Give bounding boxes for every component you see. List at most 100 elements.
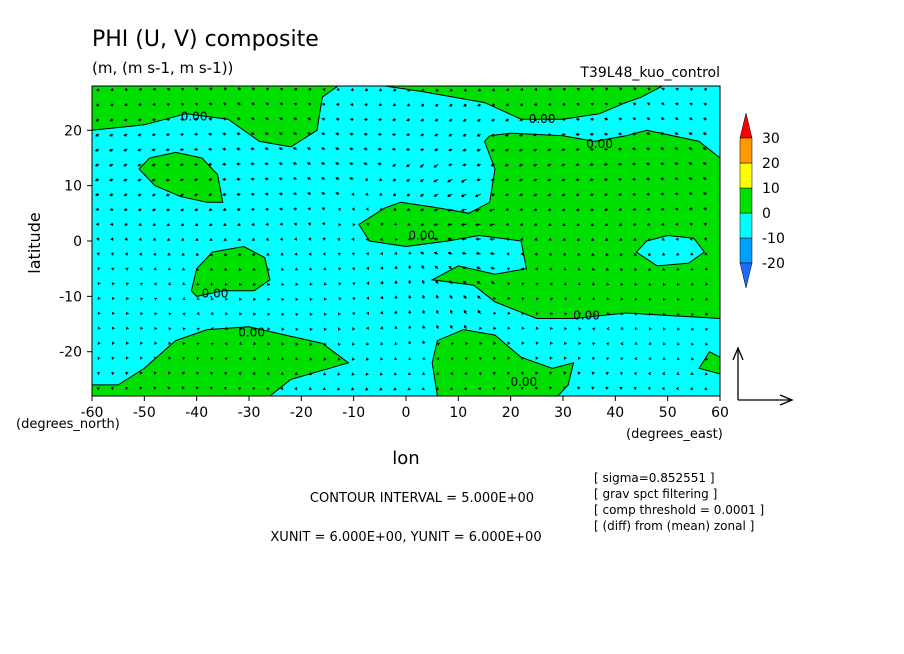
- wind-vector: [308, 267, 313, 271]
- wind-vector: [435, 279, 439, 285]
- wind-vector: [647, 386, 651, 391]
- wind-vector: [589, 193, 594, 197]
- wind-vector: [250, 207, 255, 211]
- wind-vector: [181, 386, 185, 390]
- wind-vector: [547, 208, 552, 212]
- wind-vector: [306, 147, 312, 151]
- wind-vector: [564, 341, 568, 346]
- wind-vector: [549, 371, 553, 375]
- wind-vector: [236, 177, 241, 181]
- wind-vector: [532, 163, 538, 167]
- wind-vector: [477, 103, 481, 107]
- wind-vector: [535, 371, 539, 375]
- wind-vector: [464, 372, 468, 376]
- wind-vector: [223, 253, 228, 257]
- wind-vector: [649, 327, 652, 331]
- wind-vector: [436, 309, 439, 315]
- colorbar-segment: [739, 212, 753, 239]
- wind-vector: [154, 326, 158, 331]
- x-tick-label: 60: [711, 405, 729, 421]
- wind-vector: [180, 87, 185, 91]
- wind-vector: [578, 342, 582, 346]
- wind-vector: [447, 222, 453, 227]
- wind-vector: [518, 193, 524, 197]
- wind-vector: [281, 357, 285, 361]
- y-axis-label: latitude: [25, 212, 44, 273]
- wind-vector: [661, 87, 665, 91]
- wind-vector: [266, 356, 270, 360]
- wind-vector: [196, 267, 200, 271]
- contour-label-layer: 0.00 0.00 0.00 0.00 0.00 0.00 0.00 0.00: [181, 109, 613, 389]
- wind-vector: [507, 311, 511, 315]
- wind-vector: [266, 371, 270, 376]
- wind-vector: [562, 386, 567, 390]
- wind-vector: [661, 386, 665, 391]
- wind-vector: [252, 267, 256, 272]
- wind-vector: [547, 102, 552, 107]
- wind-vector: [309, 327, 313, 332]
- wind-vector: [278, 177, 283, 181]
- wind-vector: [477, 88, 481, 92]
- wind-vector: [295, 312, 299, 317]
- wind-vector: [534, 87, 538, 92]
- wind-vector: [421, 88, 425, 92]
- x-tick-label: -60: [81, 405, 104, 421]
- wind-vector: [534, 386, 538, 390]
- wind-vector: [702, 207, 707, 211]
- wind-vector: [138, 237, 142, 241]
- wind-vector: [617, 147, 622, 151]
- wind-vector: [393, 222, 398, 226]
- wind-vector: [520, 237, 524, 241]
- chart-subtitle: (m, (m s-1, m s-1)): [92, 59, 233, 77]
- wind-vector: [463, 386, 468, 391]
- colorbar-label: -20: [762, 256, 785, 272]
- wind-vector: [351, 207, 355, 211]
- wind-vector: [704, 267, 708, 271]
- wind-vector: [533, 222, 538, 226]
- wind-vector: [507, 296, 511, 301]
- wind-vector: [111, 282, 115, 286]
- wind-vector: [488, 208, 495, 212]
- wind-vector: [521, 326, 525, 330]
- x-tick-label: 0: [402, 405, 411, 421]
- wind-vector: [634, 341, 638, 345]
- wind-vector: [447, 193, 453, 197]
- wind-vector: [533, 193, 538, 197]
- wind-vector: [336, 387, 340, 391]
- wind-vector: [123, 133, 128, 137]
- wind-vector: [490, 148, 495, 152]
- wind-vector: [352, 342, 355, 346]
- wind-vector: [124, 88, 128, 92]
- wind-vector: [606, 297, 610, 301]
- wind-vector: [125, 282, 129, 286]
- wind-vector: [589, 147, 594, 152]
- wind-vector: [123, 148, 128, 152]
- wind-vector: [688, 132, 693, 136]
- wind-vector: [689, 222, 693, 226]
- wind-vector: [406, 178, 411, 182]
- wind-vector: [221, 162, 227, 166]
- wind-vector: [224, 357, 228, 361]
- wind-vector: [210, 282, 214, 286]
- note-filtering: [ grav spct filtering ]: [594, 487, 717, 501]
- wind-vector: [250, 162, 255, 166]
- wind-vector: [222, 117, 227, 121]
- wind-vector: [518, 178, 524, 182]
- wind-vector: [606, 282, 610, 286]
- wind-vector: [292, 147, 298, 151]
- colorbar-segment: [739, 262, 753, 289]
- wind-vector: [195, 252, 199, 256]
- wind-vector: [222, 102, 227, 106]
- wind-vector: [464, 357, 468, 361]
- wind-vector: [592, 297, 596, 300]
- wind-vector: [562, 223, 566, 226]
- wind-vector: [705, 312, 709, 317]
- wind-vector: [690, 252, 694, 256]
- wind-vector: [349, 102, 354, 107]
- wind-vector: [238, 252, 242, 256]
- wind-vector: [492, 386, 496, 391]
- wind-vector: [352, 223, 356, 227]
- wind-vector: [295, 282, 299, 286]
- wind-vector: [605, 386, 609, 390]
- wind-vector: [703, 237, 708, 241]
